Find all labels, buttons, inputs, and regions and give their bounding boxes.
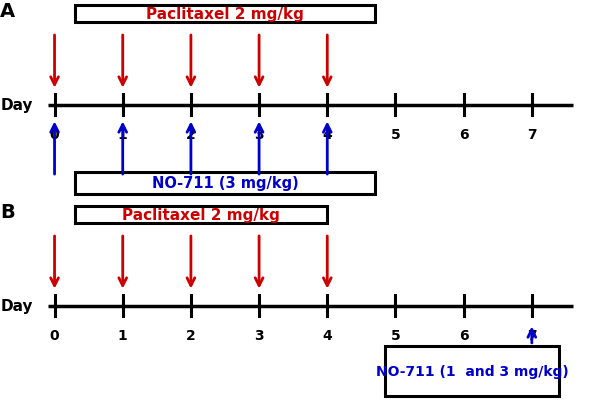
Text: 0: 0 [50, 328, 59, 342]
Bar [75, 6, 375, 23]
Bar [385, 346, 559, 396]
Text: 4: 4 [322, 128, 332, 141]
Text: Day: Day [1, 98, 33, 113]
Text: 0: 0 [50, 128, 59, 141]
Text: 1: 1 [118, 128, 128, 141]
Text: 5: 5 [391, 328, 400, 342]
Text: 1: 1 [118, 328, 128, 342]
Text: 2: 2 [186, 328, 196, 342]
Text: 7: 7 [527, 128, 536, 141]
Text: 6: 6 [459, 128, 469, 141]
Text: A: A [0, 2, 15, 21]
Text: B: B [0, 203, 15, 221]
Text: 2: 2 [186, 128, 196, 141]
Bar [75, 172, 375, 194]
Text: NO-711 (3 mg/kg): NO-711 (3 mg/kg) [152, 176, 298, 191]
Text: 6: 6 [459, 328, 469, 342]
Text: 3: 3 [254, 328, 264, 342]
Text: 4: 4 [322, 328, 332, 342]
Text: Paclitaxel 2 mg/kg: Paclitaxel 2 mg/kg [146, 7, 304, 22]
Text: NO-711 (1  and 3 mg/kg): NO-711 (1 and 3 mg/kg) [376, 364, 569, 378]
Text: 3: 3 [254, 128, 264, 141]
Text: Paclitaxel 2 mg/kg: Paclitaxel 2 mg/kg [122, 208, 280, 223]
Text: Day: Day [1, 298, 33, 313]
Text: 7: 7 [527, 328, 536, 342]
Text: 5: 5 [391, 128, 400, 141]
Bar [75, 207, 327, 224]
